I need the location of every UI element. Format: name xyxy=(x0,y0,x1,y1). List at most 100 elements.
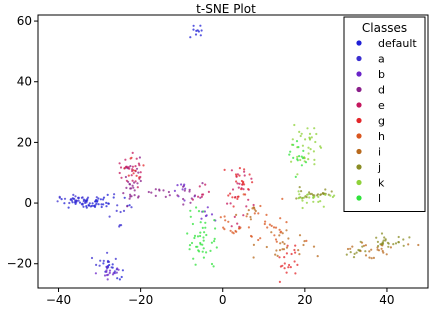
data-point xyxy=(381,242,385,245)
legend-label-e: e xyxy=(378,99,385,112)
data-point xyxy=(78,201,82,204)
data-point xyxy=(214,227,217,230)
data-point xyxy=(131,151,134,154)
data-point xyxy=(397,241,400,244)
data-point xyxy=(103,274,107,277)
data-point xyxy=(168,194,171,197)
data-point xyxy=(227,194,230,197)
data-point xyxy=(382,251,385,254)
data-point xyxy=(154,194,157,197)
data-point xyxy=(290,160,293,163)
data-point xyxy=(307,152,310,155)
data-point xyxy=(137,196,140,199)
legend-marker xyxy=(356,86,362,93)
data-point xyxy=(294,175,297,178)
data-point xyxy=(100,203,103,206)
x-tick-label: −20 xyxy=(128,293,153,307)
data-point xyxy=(285,252,288,255)
legend-marker xyxy=(356,117,362,124)
data-point xyxy=(296,173,299,176)
data-point xyxy=(205,233,208,237)
data-point xyxy=(91,202,94,205)
data-point xyxy=(278,280,281,283)
data-point xyxy=(150,191,153,194)
data-point xyxy=(315,132,318,136)
data-point xyxy=(287,237,290,240)
data-point xyxy=(384,238,387,241)
data-point xyxy=(133,181,136,184)
data-point xyxy=(199,234,202,238)
data-point xyxy=(116,204,119,207)
data-point xyxy=(312,150,315,153)
data-point xyxy=(265,245,268,249)
data-point xyxy=(317,195,320,198)
legend-marker xyxy=(356,195,362,201)
data-point xyxy=(63,202,66,205)
data-point xyxy=(106,266,109,269)
data-point xyxy=(198,185,201,188)
data-point xyxy=(253,206,256,209)
data-point xyxy=(292,143,295,146)
data-point xyxy=(199,241,202,245)
data-point xyxy=(86,199,89,202)
data-point xyxy=(202,193,205,196)
data-point xyxy=(204,221,207,224)
data-point xyxy=(308,191,311,194)
series-default xyxy=(60,24,203,281)
data-point xyxy=(402,238,405,241)
legend-marker xyxy=(356,164,362,170)
data-point xyxy=(130,174,133,177)
data-point xyxy=(122,192,125,195)
data-point xyxy=(293,248,296,252)
data-point xyxy=(364,244,367,247)
data-point xyxy=(305,239,308,242)
data-point xyxy=(387,245,390,248)
data-point xyxy=(176,194,179,197)
data-point xyxy=(128,204,131,207)
data-point xyxy=(275,240,278,243)
data-point xyxy=(97,203,100,206)
data-point xyxy=(182,203,185,206)
data-point xyxy=(213,240,216,243)
data-point xyxy=(199,24,202,27)
data-point xyxy=(118,171,121,175)
data-point xyxy=(364,250,367,253)
data-point xyxy=(77,196,80,199)
data-point xyxy=(230,169,233,172)
data-point xyxy=(235,180,238,183)
data-point xyxy=(312,245,316,248)
data-point xyxy=(201,250,204,253)
data-point xyxy=(299,134,302,138)
data-point xyxy=(125,179,128,182)
data-point xyxy=(303,196,306,199)
data-point xyxy=(257,212,260,215)
data-point xyxy=(248,173,251,176)
data-point xyxy=(139,179,142,183)
series-k xyxy=(290,123,336,210)
data-point xyxy=(238,167,241,170)
data-point xyxy=(202,239,205,242)
data-point xyxy=(134,180,137,183)
data-point xyxy=(249,218,252,221)
data-point xyxy=(199,231,202,234)
data-point xyxy=(290,252,293,256)
data-point xyxy=(95,202,98,205)
data-point xyxy=(292,156,295,159)
data-point xyxy=(322,205,325,208)
data-point xyxy=(201,226,204,229)
data-point xyxy=(245,205,248,208)
data-point xyxy=(364,254,368,257)
data-point xyxy=(368,250,371,253)
data-point xyxy=(306,127,309,130)
data-point xyxy=(219,216,222,219)
data-point xyxy=(385,253,388,256)
series-h xyxy=(219,193,308,243)
data-point xyxy=(176,184,179,187)
data-point xyxy=(238,174,241,177)
data-point xyxy=(128,167,131,170)
data-point xyxy=(197,195,200,198)
data-point xyxy=(128,197,131,200)
legend-label-d: d xyxy=(378,84,385,97)
data-point xyxy=(361,245,364,248)
legend-marker xyxy=(356,179,362,186)
